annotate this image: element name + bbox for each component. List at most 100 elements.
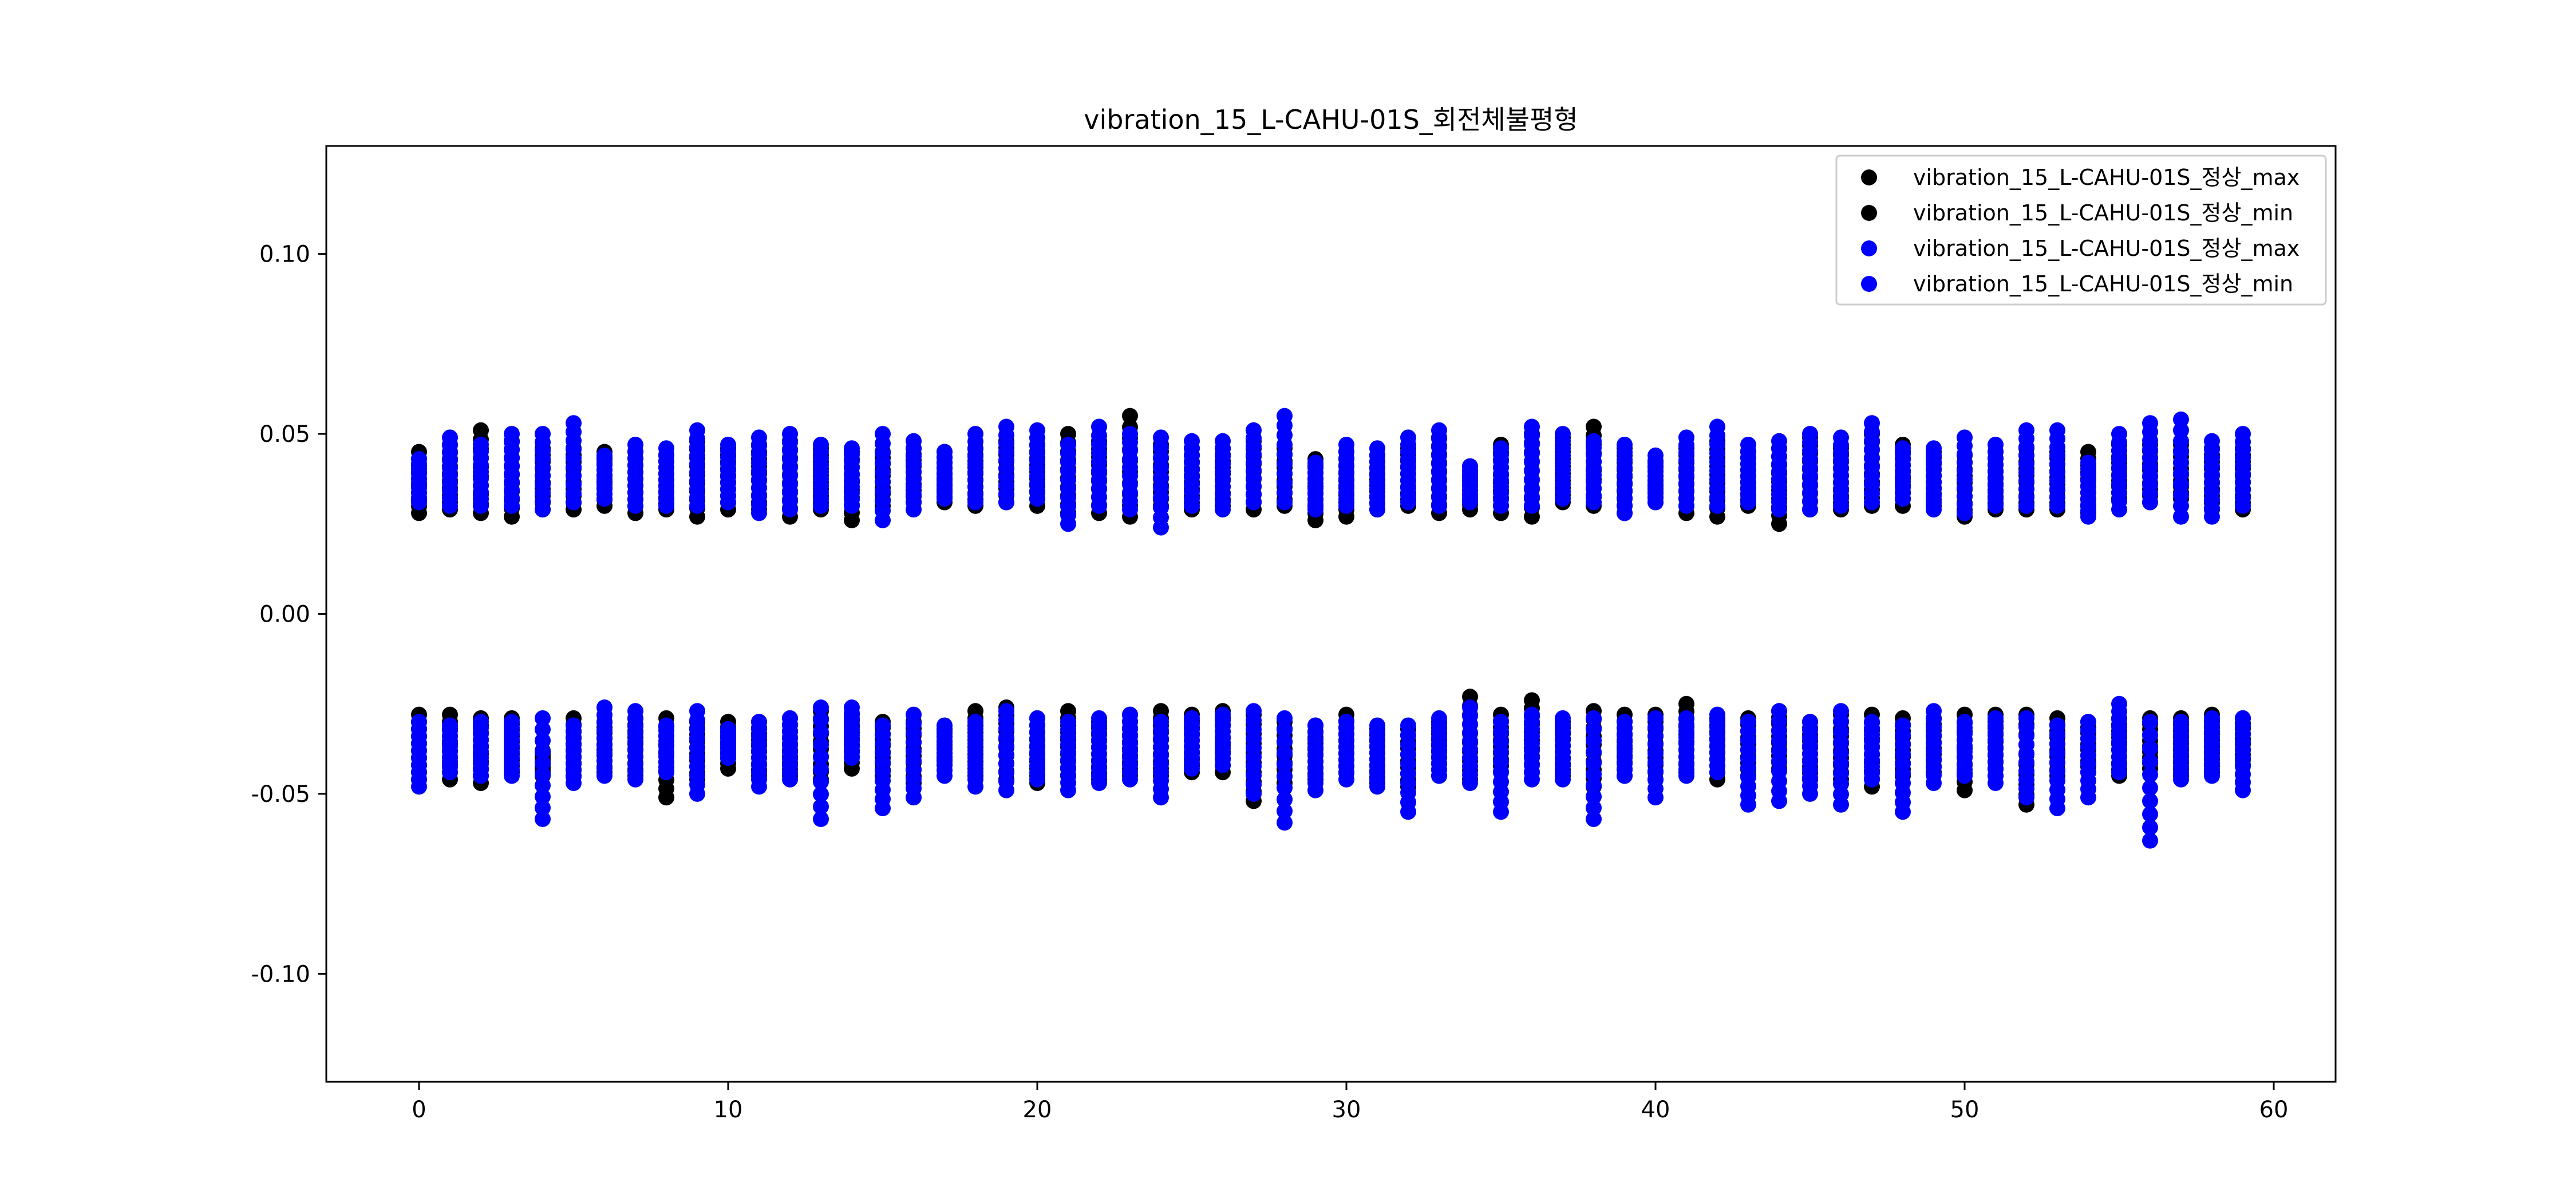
blue-point-pos: [504, 426, 520, 442]
blue-point-neg: [813, 761, 829, 778]
blue-point-pos: [566, 415, 582, 432]
blue-point-pos: [1647, 447, 1664, 464]
blue-point-neg: [535, 744, 551, 760]
blue-point-neg: [1586, 732, 1602, 749]
blue-point-neg: [504, 714, 520, 730]
blue-point-neg: [1709, 706, 1725, 723]
blue-point-pos: [1555, 426, 1571, 442]
blue-point-pos: [473, 436, 489, 453]
blue-point-neg: [1586, 800, 1602, 816]
blue-point-neg: [535, 732, 551, 749]
blue-point-neg: [1277, 780, 1293, 796]
blue-point-neg: [2142, 780, 2158, 796]
legend-marker-3: [1861, 276, 1877, 292]
blue-point-pos: [2111, 426, 2127, 442]
blue-point-neg: [1307, 717, 1323, 734]
blue-point-neg: [1957, 714, 1973, 730]
blue-point-pos: [751, 429, 767, 446]
y-tick-label: -0.05: [251, 781, 311, 808]
blue-point-neg: [1586, 710, 1602, 726]
blue-point-pos: [2018, 422, 2034, 438]
blue-point-neg: [1647, 710, 1664, 726]
blue-point-pos: [813, 436, 829, 453]
blue-point-neg: [1184, 710, 1200, 726]
blue-point-neg: [813, 749, 829, 765]
blue-point-neg: [1277, 710, 1293, 726]
blue-point-pos: [998, 418, 1014, 435]
black-point-neg: [1524, 692, 1540, 709]
blue-point-neg: [1462, 699, 1478, 715]
blue-point-pos: [1215, 433, 1231, 449]
blue-point-pos: [1833, 429, 1849, 446]
blue-point-pos: [2049, 422, 2065, 438]
blue-point-neg: [2142, 753, 2158, 770]
blue-point-neg: [1802, 714, 1818, 730]
legend-marker-1: [1861, 205, 1877, 221]
blue-point-neg: [596, 699, 613, 715]
blue-point-neg: [689, 703, 705, 719]
blue-point-pos: [875, 426, 891, 442]
blue-point-neg: [813, 736, 829, 753]
blue-point-neg: [1029, 710, 1045, 726]
blue-point-neg: [1895, 717, 1911, 734]
blue-point-neg: [1926, 703, 1942, 719]
blue-point-pos: [1864, 415, 1880, 432]
blue-point-neg: [2142, 793, 2158, 809]
blue-point-pos: [1895, 440, 1911, 457]
blue-point-pos: [1740, 436, 1756, 453]
blue-point-neg: [1555, 710, 1571, 726]
blue-point-neg: [2111, 695, 2127, 712]
blue-point-pos: [1926, 440, 1942, 457]
blue-point-neg: [1277, 791, 1293, 808]
blue-point-neg: [1771, 703, 1787, 719]
x-tick-label: 10: [714, 1097, 743, 1123]
blue-point-neg: [1338, 714, 1354, 730]
legend-label-1: vibration_15_L-CAHU-01S_정상_min: [1913, 200, 2293, 226]
blue-point-neg: [751, 714, 767, 730]
blue-point-neg: [1153, 714, 1169, 730]
blue-point-neg: [1277, 814, 1293, 831]
blue-point-neg: [1586, 810, 1602, 827]
legend-label-2: vibration_15_L-CAHU-01S_정상_max: [1913, 236, 2300, 261]
blue-point-neg: [937, 717, 953, 734]
blue-point-neg: [1740, 714, 1756, 730]
blue-point-neg: [1586, 755, 1602, 772]
blue-point-pos: [1524, 418, 1540, 435]
x-tick-label: 60: [2259, 1097, 2289, 1123]
blue-point-pos: [1957, 429, 1973, 446]
blue-point-neg: [1277, 802, 1293, 819]
legend-marker-0: [1861, 169, 1877, 185]
blue-point-neg: [1586, 777, 1602, 794]
x-axis: 0 10 20 30 40 50 60: [412, 1082, 2288, 1123]
legend: vibration_15_L-CAHU-01S_정상_max vibration…: [1835, 155, 2327, 306]
blue-point-neg: [2142, 819, 2158, 836]
chart-title: vibration_15_L-CAHU-01S_회전체불평형: [1084, 104, 1578, 135]
blue-point-neg: [813, 786, 829, 802]
blue-point-pos: [1400, 429, 1416, 446]
blue-point-neg: [906, 706, 922, 723]
blue-point-pos: [411, 451, 427, 468]
blue-point-pos: [1184, 433, 1200, 449]
blue-point-neg: [1215, 706, 1231, 723]
blue-point-neg: [2142, 766, 2158, 783]
x-tick-label: 50: [1950, 1097, 1980, 1123]
blue-point-neg: [1524, 706, 1540, 723]
blue-point-neg: [535, 721, 551, 738]
blue-point-neg: [442, 717, 458, 734]
blue-point-pos: [658, 440, 674, 457]
black-point-pos: [1122, 408, 1138, 424]
blue-point-pos: [442, 429, 458, 446]
black-point-pos: [1586, 418, 1602, 435]
blue-point-pos: [1122, 426, 1138, 442]
blue-point-pos: [1462, 458, 1478, 475]
blue-point-neg: [844, 699, 860, 715]
blue-point-pos: [1431, 422, 1447, 438]
blue-point-neg: [535, 755, 551, 772]
y-axis: 0.10 0.05 0.00 -0.05 -0.10: [251, 242, 326, 987]
blue-point-neg: [1586, 721, 1602, 738]
blue-point-pos: [1617, 436, 1633, 453]
blue-point-neg: [658, 717, 674, 734]
blue-point-pos: [2235, 426, 2251, 442]
blue-point-neg: [813, 699, 829, 715]
legend-label-3: vibration_15_L-CAHU-01S_정상_min: [1913, 271, 2293, 296]
